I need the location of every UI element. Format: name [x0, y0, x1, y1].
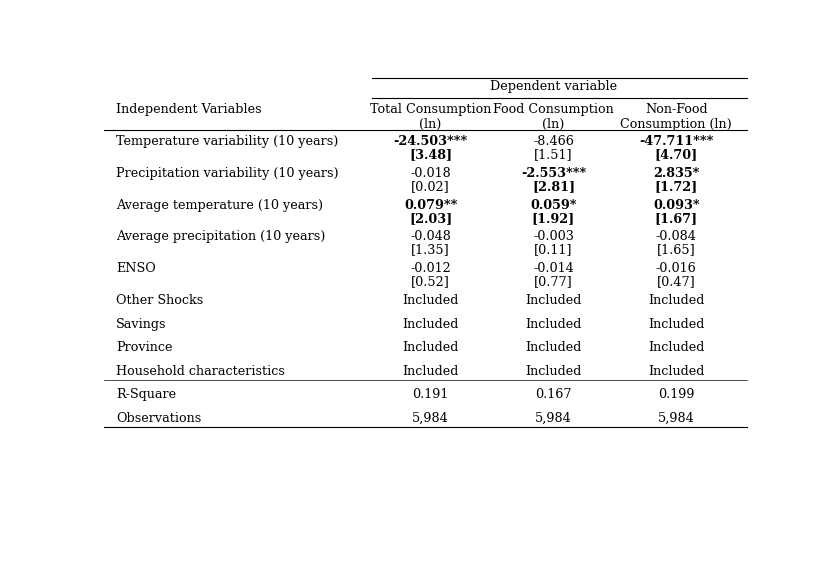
Text: -0.012: -0.012	[410, 262, 451, 275]
Text: Included: Included	[403, 294, 459, 307]
Text: [4.70]: [4.70]	[655, 148, 698, 161]
Text: Independent Variables: Independent Variables	[116, 103, 262, 116]
Text: Province: Province	[116, 341, 173, 354]
Text: 0.093*: 0.093*	[653, 199, 700, 212]
Text: Temperature variability (10 years): Temperature variability (10 years)	[116, 135, 339, 148]
Text: -0.018: -0.018	[410, 167, 451, 180]
Text: 5,984: 5,984	[535, 412, 572, 424]
Text: Non-Food: Non-Food	[645, 103, 707, 116]
Text: [1.51]: [1.51]	[534, 148, 573, 161]
Text: -0.048: -0.048	[410, 230, 451, 243]
Text: -47.711***: -47.711***	[639, 135, 713, 148]
Text: Precipitation variability (10 years): Precipitation variability (10 years)	[116, 167, 339, 180]
Text: Observations: Observations	[116, 412, 201, 424]
Text: -0.016: -0.016	[656, 262, 696, 275]
Text: Household characteristics: Household characteristics	[116, 365, 284, 378]
Text: Savings: Savings	[116, 318, 167, 331]
Text: [2.81]: [2.81]	[532, 180, 575, 193]
Text: Included: Included	[403, 318, 459, 331]
Text: -0.003: -0.003	[533, 230, 574, 243]
Text: 5,984: 5,984	[658, 412, 695, 424]
Text: Included: Included	[525, 294, 581, 307]
Text: 0.167: 0.167	[535, 388, 572, 401]
Text: 5,984: 5,984	[412, 412, 449, 424]
Text: 0.191: 0.191	[413, 388, 449, 401]
Text: [0.47]: [0.47]	[657, 276, 696, 288]
Text: Included: Included	[648, 341, 705, 354]
Text: Included: Included	[525, 341, 581, 354]
Text: (ln): (ln)	[542, 118, 565, 131]
Text: ENSO: ENSO	[116, 262, 156, 275]
Text: -0.014: -0.014	[533, 262, 574, 275]
Text: Included: Included	[648, 365, 705, 378]
Text: [2.03]: [2.03]	[409, 212, 452, 225]
Text: [0.52]: [0.52]	[411, 276, 450, 288]
Text: 0.059*: 0.059*	[530, 199, 577, 212]
Text: Average precipitation (10 years): Average precipitation (10 years)	[116, 230, 325, 243]
Text: Consumption (ln): Consumption (ln)	[620, 118, 732, 131]
Text: -2.553***: -2.553***	[521, 167, 586, 180]
Text: Included: Included	[403, 365, 459, 378]
Text: 2.835*: 2.835*	[653, 167, 700, 180]
Text: [1.35]: [1.35]	[411, 243, 450, 256]
Text: [1.67]: [1.67]	[655, 212, 698, 225]
Text: Included: Included	[525, 318, 581, 331]
Text: Other Shocks: Other Shocks	[116, 294, 203, 307]
Text: Dependent variable: Dependent variable	[490, 80, 617, 93]
Text: -24.503***: -24.503***	[394, 135, 468, 148]
Text: [1.92]: [1.92]	[532, 212, 575, 225]
Text: Included: Included	[648, 318, 705, 331]
Text: -0.084: -0.084	[656, 230, 696, 243]
Text: -8.466: -8.466	[533, 135, 574, 148]
Text: [3.48]: [3.48]	[409, 148, 452, 161]
Text: Included: Included	[648, 294, 705, 307]
Text: [0.11]: [0.11]	[535, 243, 573, 256]
Text: [1.65]: [1.65]	[657, 243, 696, 256]
Text: 0.199: 0.199	[658, 388, 695, 401]
Text: (ln): (ln)	[420, 118, 442, 131]
Text: R-Square: R-Square	[116, 388, 176, 401]
Text: [0.77]: [0.77]	[534, 276, 573, 288]
Text: [0.02]: [0.02]	[411, 180, 450, 193]
Text: Included: Included	[403, 341, 459, 354]
Text: Included: Included	[525, 365, 581, 378]
Text: Average temperature (10 years): Average temperature (10 years)	[116, 199, 323, 212]
Text: [1.72]: [1.72]	[655, 180, 698, 193]
Text: 0.079**: 0.079**	[404, 199, 457, 212]
Text: Food Consumption: Food Consumption	[493, 103, 614, 116]
Text: Total Consumption: Total Consumption	[370, 103, 491, 116]
